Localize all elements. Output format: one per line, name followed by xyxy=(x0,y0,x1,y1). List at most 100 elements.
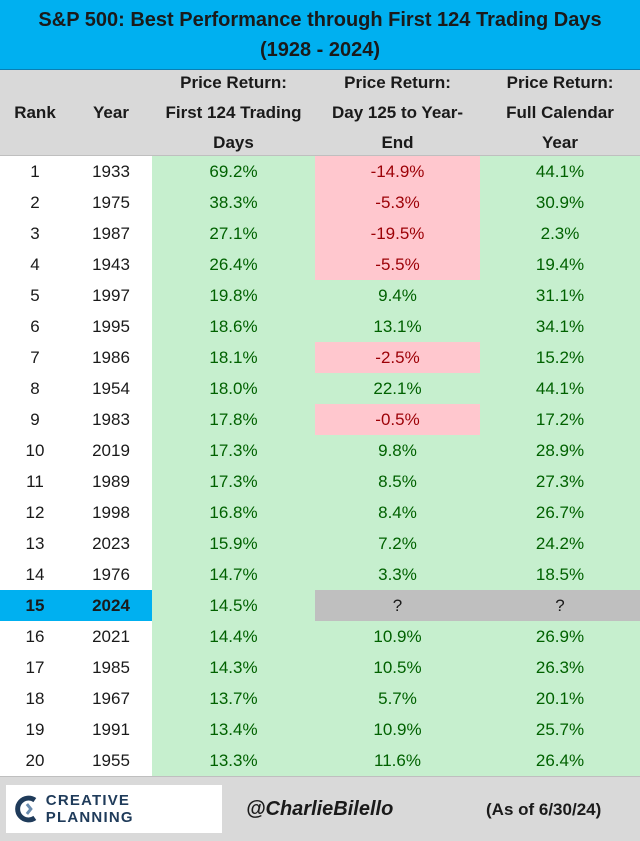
year-cell: 1991 xyxy=(92,719,130,739)
footer: CREATIVE PLANNING @CharlieBilello (As of… xyxy=(0,776,640,841)
day-125-to-year-end-cell: -0.5% xyxy=(315,404,480,435)
rank-cell: 1 xyxy=(30,161,40,181)
table-row: 6 1995 18.6% 13.1% 34.1% xyxy=(0,311,640,342)
full-calendar-year-cell: 34.1% xyxy=(480,311,640,342)
table-row: 7 1986 18.1% -2.5% 15.2% xyxy=(0,342,640,373)
first-124-days-cell: 38.3% xyxy=(152,187,315,218)
table-row: 10 2019 17.3% 9.8% 28.9% xyxy=(0,435,640,466)
table-row: 9 1983 17.8% -0.5% 17.2% xyxy=(0,404,640,435)
year-cell: 1954 xyxy=(92,378,130,398)
table-row: 1 1933 69.2% -14.9% 44.1% xyxy=(0,156,640,187)
full-calendar-year-cell: 18.5% xyxy=(480,559,640,590)
day-125-to-year-end-cell: 8.5% xyxy=(315,466,480,497)
rank-cell: 2 xyxy=(30,192,40,212)
day-125-to-year-end-cell: 8.4% xyxy=(315,497,480,528)
rank-cell: 10 xyxy=(25,440,45,460)
rank-cell: 8 xyxy=(30,378,40,398)
year-cell: 1985 xyxy=(92,657,130,677)
title-years: (1928 - 2024) xyxy=(259,38,381,61)
day-125-to-year-end-cell: 3.3% xyxy=(315,559,480,590)
rank-cell: 5 xyxy=(30,285,40,305)
year-cell: 1987 xyxy=(92,223,130,243)
day-125-to-year-end-cell: 10.9% xyxy=(315,714,480,745)
full-calendar-year-cell: 24.2% xyxy=(480,528,640,559)
full-calendar-year-cell: 26.7% xyxy=(480,497,640,528)
year-cell: 1976 xyxy=(92,564,130,584)
first-124-days-cell: 18.1% xyxy=(152,342,315,373)
table-row: 18 1967 13.7% 5.7% 20.1% xyxy=(0,683,640,714)
full-calendar-year-cell: 26.9% xyxy=(480,621,640,652)
day-125-to-year-end-cell: 22.1% xyxy=(315,373,480,404)
first-124-days-cell: 18.0% xyxy=(152,373,315,404)
table-row: 17 1985 14.3% 10.5% 26.3% xyxy=(0,652,640,683)
table-row: 19 1991 13.4% 10.9% 25.7% xyxy=(0,714,640,745)
first-124-days-cell: 26.4% xyxy=(152,249,315,280)
rank-cell: 7 xyxy=(30,347,40,367)
year-cell: 1998 xyxy=(92,502,130,522)
day-125-to-year-end-cell: ? xyxy=(315,590,480,621)
rank-cell: 15 xyxy=(0,590,70,621)
header-first-line-2: First 124 Trading xyxy=(165,103,302,122)
table-row: 16 2021 14.4% 10.9% 26.9% xyxy=(0,621,640,652)
first-124-days-cell: 14.7% xyxy=(152,559,315,590)
table-body: 1 1933 69.2% -14.9% 44.1% 2 1975 38.3% -5.3% 30.9… xyxy=(0,156,640,776)
rank-cell: 20 xyxy=(25,750,45,770)
rank-cell: 3 xyxy=(30,223,40,243)
full-calendar-year-cell: 17.2% xyxy=(480,404,640,435)
year-cell: 2021 xyxy=(92,626,130,646)
full-calendar-year-cell: 25.7% xyxy=(480,714,640,745)
table-row: 4 1943 26.4% -5.5% 19.4% xyxy=(0,249,640,280)
header-rest-line-2: Day 125 to Year- xyxy=(331,103,464,122)
table-row: 20 1955 13.3% 11.6% 26.4% xyxy=(0,745,640,776)
year-cell: 2024 xyxy=(70,590,152,621)
day-125-to-year-end-cell: 10.5% xyxy=(315,652,480,683)
full-calendar-year-cell: 27.3% xyxy=(480,466,640,497)
logo-text: CREATIVE PLANNING xyxy=(45,792,134,826)
full-calendar-year-cell: 28.9% xyxy=(480,435,640,466)
title-main: S&P 500: Best Performance through First … xyxy=(38,8,602,31)
full-calendar-year-cell: 26.4% xyxy=(480,745,640,776)
header-day-125-to-year-end: Price Return: Day 125 to Year- End xyxy=(315,70,480,156)
first-124-days-cell: 19.8% xyxy=(152,280,315,311)
full-calendar-year-cell: 44.1% xyxy=(480,156,640,187)
table-row: 13 2023 15.9% 7.2% 24.2% xyxy=(0,528,640,559)
full-calendar-year-cell: 20.1% xyxy=(480,683,640,714)
year-cell: 1986 xyxy=(92,347,130,367)
header-first-line-1: Price Return: xyxy=(180,73,287,92)
author-handle: @CharlieBilello xyxy=(246,798,394,820)
day-125-to-year-end-cell: -19.5% xyxy=(315,218,480,249)
day-125-to-year-end-cell: 7.2% xyxy=(315,528,480,559)
full-calendar-year-cell: 19.4% xyxy=(480,249,640,280)
first-124-days-cell: 13.4% xyxy=(152,714,315,745)
table-row: 11 1989 17.3% 8.5% 27.3% xyxy=(0,466,640,497)
year-cell: 2019 xyxy=(92,440,130,460)
header-full-line-2: Full Calendar xyxy=(506,103,614,122)
table-row: 12 1998 16.8% 8.4% 26.7% xyxy=(0,497,640,528)
header-rank: Rank xyxy=(14,103,56,122)
full-calendar-year-cell: 15.2% xyxy=(480,342,640,373)
header-first-124-days: Price Return: First 124 Trading Days xyxy=(152,70,315,156)
day-125-to-year-end-cell: 13.1% xyxy=(315,311,480,342)
table-row: 2 1975 38.3% -5.3% 30.9% xyxy=(0,187,640,218)
first-124-days-cell: 15.9% xyxy=(152,528,315,559)
header-row: Rank Year Price Return: First 124 Tradin… xyxy=(0,70,640,156)
first-124-days-cell: 18.6% xyxy=(152,311,315,342)
day-125-to-year-end-cell: -5.3% xyxy=(315,187,480,218)
day-125-to-year-end-cell: 11.6% xyxy=(315,745,480,776)
creative-planning-logo: CREATIVE PLANNING xyxy=(6,785,222,833)
year-cell: 1967 xyxy=(92,688,130,708)
day-125-to-year-end-cell: 10.9% xyxy=(315,621,480,652)
full-calendar-year-cell: ? xyxy=(480,590,640,621)
header-year: Year xyxy=(93,103,129,122)
day-125-to-year-end-cell: -5.5% xyxy=(315,249,480,280)
day-125-to-year-end-cell: 9.4% xyxy=(315,280,480,311)
as-of-date: (As of 6/30/24) xyxy=(486,799,602,819)
rank-cell: 14 xyxy=(25,564,45,584)
year-cell: 1983 xyxy=(92,409,130,429)
rank-cell: 17 xyxy=(25,657,45,677)
full-calendar-year-cell: 44.1% xyxy=(480,373,640,404)
first-124-days-cell: 17.3% xyxy=(152,435,315,466)
year-cell: 1995 xyxy=(92,316,130,336)
header-full-calendar-year: Price Return: Full Calendar Year xyxy=(480,70,640,156)
year-cell: 1997 xyxy=(92,285,130,305)
